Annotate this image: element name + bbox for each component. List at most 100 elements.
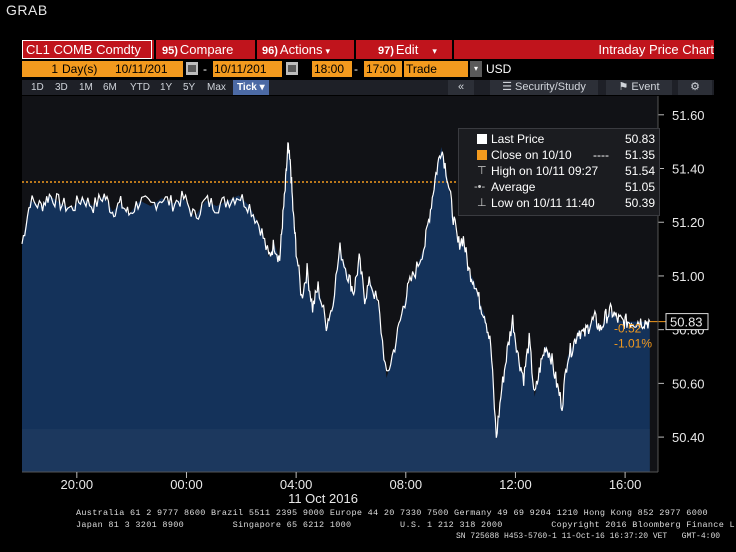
legend-last-price[interactable]: Last Price 50.83 — [459, 131, 659, 147]
ticker-border — [22, 40, 152, 59]
change-label: -0.52 — [614, 322, 642, 336]
collapse-button[interactable]: « — [448, 80, 474, 95]
period-button-5y[interactable]: 5Y — [183, 82, 196, 93]
gear-icon: ⚙ — [690, 81, 700, 93]
legend-low: ⊥ Low on 10/11 11:40 50.39 — [459, 195, 659, 211]
actions-button[interactable]: 96) Actions ▾ — [262, 40, 330, 59]
x-tick-label: 00:00 — [170, 477, 203, 492]
window-title: GRAB — [6, 2, 48, 18]
end-time-field[interactable]: 17:00 — [364, 61, 402, 77]
y-tick-label: 51.00 — [672, 269, 705, 284]
compare-button[interactable]: 95) Compare — [162, 40, 233, 59]
calendar-icon[interactable] — [186, 62, 198, 75]
tick-label: Tick — [237, 82, 257, 93]
period-value-field[interactable]: 1 — [22, 61, 60, 77]
date-label: 11 Oct 2016 — [288, 491, 358, 506]
legend-dash: ---- — [593, 148, 609, 162]
x-tick-label: 20:00 — [61, 477, 94, 492]
legend-high: ⊤ High on 10/11 09:27 51.54 — [459, 163, 659, 179]
price-line — [21, 142, 651, 438]
chevron-down-icon: ▾ — [432, 46, 437, 56]
period-unit-field[interactable]: Day(s) — [60, 61, 116, 77]
security-study-label: Security/Study — [515, 81, 586, 93]
last-price-badge-label: 50.83 — [670, 315, 703, 330]
period-button-1d[interactable]: 1D — [31, 82, 44, 93]
period-button-1m[interactable]: 1M — [79, 82, 93, 93]
actions-num: 96) — [262, 45, 278, 57]
settings-button[interactable]: ⚙ — [678, 80, 712, 95]
area-fill — [22, 147, 650, 472]
period-button-6m[interactable]: 6M — [103, 82, 117, 93]
last-price-badge — [665, 313, 709, 331]
chevron-down-icon: ▾ — [325, 46, 331, 56]
legend-label: Low on 10/11 11:40 — [491, 196, 595, 210]
period-button-max[interactable]: Max — [207, 82, 226, 93]
divider — [354, 40, 356, 59]
legend-label: High on 10/11 09:27 — [491, 164, 599, 178]
high-marker-icon: ⊤ — [477, 165, 487, 177]
field-select[interactable]: Trade — [404, 61, 468, 77]
flag-icon: ⚑ — [618, 81, 629, 93]
area-band — [22, 429, 650, 472]
divider — [255, 40, 257, 59]
divider — [154, 40, 156, 59]
edit-button[interactable]: 97) Edit ▾ — [378, 40, 437, 59]
chevron-down-icon: ▾ — [259, 82, 265, 93]
period-button-ytd[interactable]: YTD — [130, 82, 150, 93]
legend-value: 51.54 — [624, 164, 655, 178]
start-time-field[interactable]: 18:00 — [312, 61, 352, 77]
list-icon: ☰ — [502, 81, 512, 93]
legend-swatch — [477, 150, 487, 160]
legend-value: 50.39 — [624, 196, 655, 210]
compare-num: 95) — [162, 45, 178, 57]
legend-swatch — [477, 134, 487, 144]
y-tick-label: 50.40 — [672, 430, 705, 445]
period-button-1y[interactable]: 1Y — [160, 82, 173, 93]
x-tick-label: 08:00 — [390, 477, 423, 492]
legend-label: Close on 10/10 — [491, 148, 572, 162]
start-date-field[interactable]: 10/11/201 — [114, 61, 183, 77]
legend-close[interactable]: Close on 10/10 ---- 51.35 — [459, 147, 659, 163]
toolbar — [22, 40, 714, 59]
x-tick-label: 12:00 — [499, 477, 532, 492]
legend[interactable]: Last Price 50.83 Close on 10/10 ---- 51.… — [458, 128, 660, 216]
low-marker-icon: ⊥ — [477, 197, 487, 209]
legend-label: Last Price — [491, 132, 545, 146]
range-dash: - — [203, 62, 207, 76]
y-tick-label: 51.20 — [672, 215, 705, 230]
chart-title: Intraday Price Chart — [598, 42, 714, 57]
legend-value: 51.35 — [624, 148, 655, 162]
end-date-field[interactable]: 10/11/201 — [213, 61, 282, 77]
tick-button[interactable]: Tick ▾ — [233, 80, 269, 95]
edit-label: Edit — [395, 42, 419, 57]
average-marker-icon: -•- — [474, 181, 486, 193]
footer-session: SN 725688 H453-5760-1 11-Oct-16 16:37:20… — [456, 532, 721, 541]
calendar-icon[interactable] — [286, 62, 298, 75]
y-tick-label: 51.40 — [672, 162, 705, 177]
period-button-3d[interactable]: 3D — [55, 82, 68, 93]
actions-label: Actions — [279, 42, 323, 57]
currency-label: USD — [486, 62, 512, 76]
double-chevron-left-icon: « — [457, 81, 465, 93]
y-tick-label: 50.60 — [672, 376, 705, 391]
security-study-button[interactable]: ☰ Security/Study — [490, 80, 598, 95]
divider — [452, 40, 454, 59]
y-tick-label: 51.60 — [672, 108, 705, 123]
ticker-field[interactable]: CL1 COMB Comdty — [22, 40, 158, 59]
chevron-down-icon[interactable]: ▾ — [470, 61, 482, 77]
edit-num: 97) — [378, 45, 394, 57]
range-dash: - — [354, 62, 358, 76]
event-label: Event — [631, 81, 660, 93]
footer-contacts: Australia 61 2 9777 8600 Brazil 5511 239… — [76, 508, 708, 518]
legend-label: Average — [491, 180, 536, 194]
x-tick-label: 16:00 — [609, 477, 642, 492]
legend-value: 50.83 — [624, 132, 655, 146]
legend-value: 51.05 — [624, 180, 655, 194]
legend-average: -•- Average 51.05 — [459, 179, 659, 195]
footer-contacts-2: Japan 81 3 3201 8900 Singapore 65 6212 1… — [76, 520, 736, 530]
x-tick-label: 04:00 — [280, 477, 313, 492]
compare-label: Compare — [179, 42, 234, 57]
change-pct-label: -1.01% — [614, 337, 652, 351]
event-button[interactable]: ⚑ Event — [606, 80, 672, 95]
